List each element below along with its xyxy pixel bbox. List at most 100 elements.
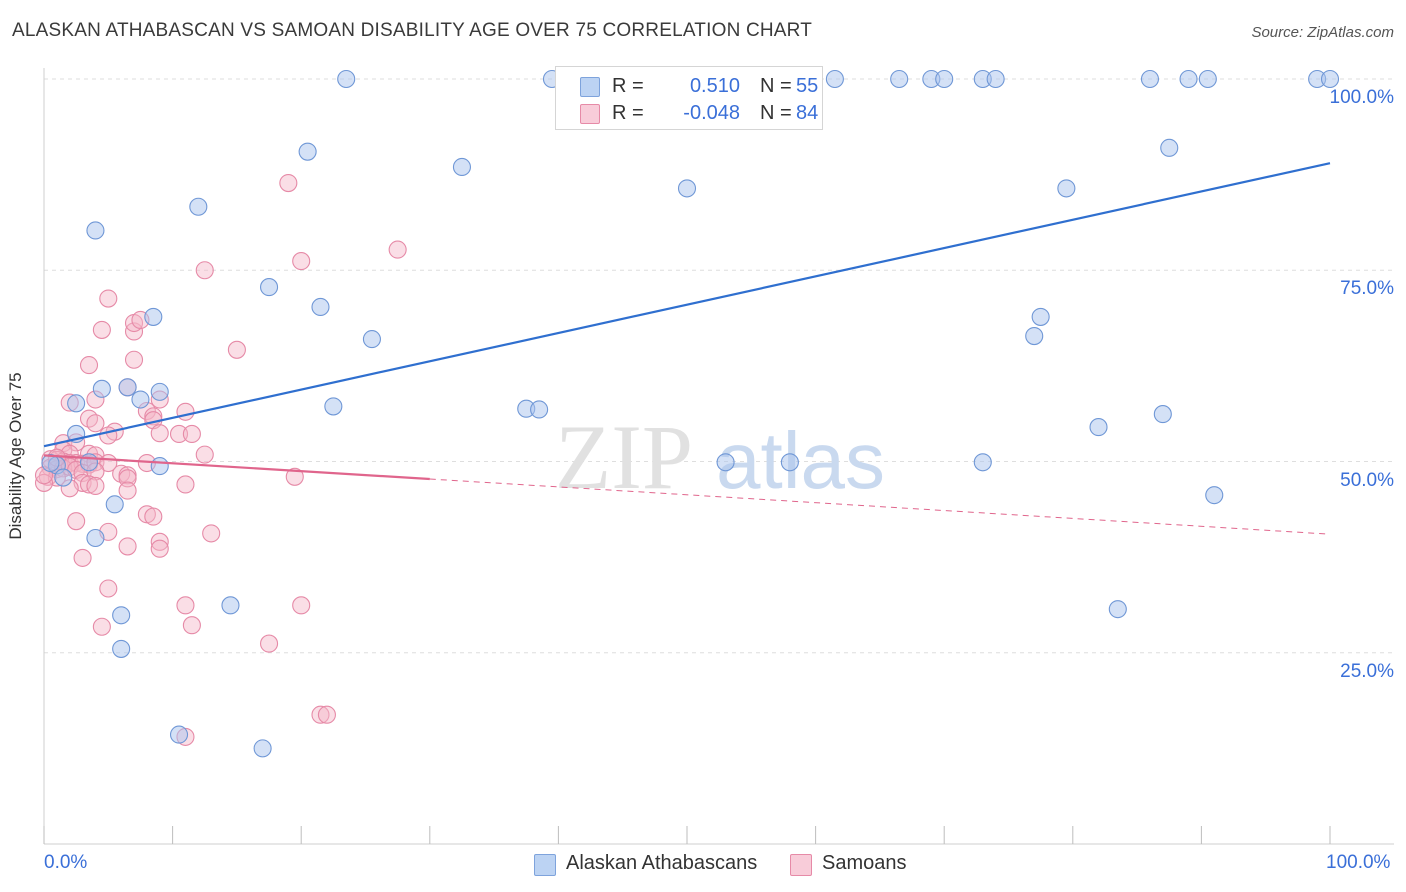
athabascan-point [324, 397, 343, 416]
samoans-point [311, 705, 330, 724]
correlation-legend: R = 0.510 N = 55 R = -0.048 N = 84 [555, 66, 823, 130]
athabascan-point [86, 528, 105, 548]
series-swatch-blue [534, 854, 556, 876]
athabascan-point [1179, 69, 1198, 89]
athabascan-point [112, 639, 131, 658]
athabascan-point [67, 394, 86, 413]
samoans-trend-line [43, 454, 430, 481]
athabascan-point [118, 378, 137, 397]
athabascan-point [1198, 69, 1217, 89]
athabascan-point [452, 157, 472, 177]
y-tick-label: 100.0% [1329, 87, 1394, 108]
legend-n-value: 55 [796, 75, 819, 97]
samoans-point [285, 467, 304, 486]
athabascan-point [311, 297, 330, 317]
athabascan-point [337, 69, 356, 89]
samoans-point [176, 475, 195, 494]
athabascan-point [105, 495, 124, 514]
athabascan-point [780, 453, 799, 472]
x-tick-label-max: 100.0% [1326, 852, 1391, 873]
athabascan-point [150, 382, 169, 401]
samoans-point [99, 426, 118, 445]
samoans-point [118, 469, 137, 488]
athabascan-point [1031, 307, 1050, 326]
legend-r-value: -0.048 [683, 102, 740, 124]
legend-r-label: R = [612, 102, 644, 124]
athabascan-point [92, 379, 111, 398]
samoans-point [124, 350, 144, 369]
legend-r-value: 0.510 [689, 75, 740, 97]
watermark-atlas: atlas [716, 416, 885, 505]
athabascan-point [150, 457, 169, 476]
series-swatch-pink [790, 854, 812, 876]
samoans-trend-line-dashed [429, 478, 1331, 535]
samoans-point [317, 705, 336, 724]
athabascan-point [677, 179, 697, 198]
samoans-point [99, 579, 118, 598]
athabascan-point [530, 400, 549, 419]
samoans-point [176, 596, 195, 615]
x-tick-label-min: 0.0% [44, 852, 88, 873]
samoans-point [182, 616, 201, 635]
samoans-point [118, 481, 137, 500]
athabascan-point [86, 221, 105, 240]
samoans-point [67, 512, 86, 531]
athabascan-point [1205, 486, 1224, 505]
samoans-point [176, 402, 195, 421]
samoans-point [79, 409, 99, 428]
samoans-point [79, 356, 99, 375]
athabascan-point [112, 606, 131, 625]
samoans-point [34, 473, 54, 492]
athabascan-point [1153, 405, 1172, 424]
athabascan-point [1089, 418, 1108, 437]
athabascan-point [221, 596, 240, 615]
y-tick-label: 50.0% [1340, 469, 1394, 491]
athabascan-point [1320, 69, 1340, 89]
samoans-point [150, 532, 169, 551]
samoans-point [292, 596, 311, 615]
samoans-point [79, 475, 99, 494]
watermark-zip: ZIP [555, 406, 693, 508]
athabascan-point [79, 453, 99, 472]
trend-lines [43, 162, 1331, 535]
samoans-point [86, 476, 105, 496]
samoans-point [169, 424, 189, 444]
samoans-point [150, 539, 169, 558]
samoans-point [92, 617, 111, 636]
grid-lines [44, 78, 1394, 654]
y-axis-label: Disability Age Over 75 [6, 372, 25, 540]
legend-n-label: N = [760, 75, 792, 97]
athabascan-point [189, 197, 208, 216]
athabascan-point [54, 468, 73, 487]
legend-r-label: R = [612, 75, 644, 97]
samoans-point [182, 424, 201, 444]
athabascan-point [362, 330, 381, 349]
samoans-point [144, 507, 163, 526]
samoans-point [86, 414, 105, 433]
samoans-point [292, 252, 311, 271]
samoans-point [92, 320, 111, 339]
athabascan-trend-line [43, 162, 1331, 448]
series-legend: Alaskan Athabascans Samoans [0, 852, 1406, 880]
athabascan-point [144, 307, 163, 326]
athabascan-point [1160, 138, 1179, 157]
athabascan-point [986, 69, 1005, 89]
athabascan-point [259, 278, 279, 297]
legend-swatch-pink [580, 104, 600, 124]
samoans-point [73, 548, 92, 567]
athabascan-point [1025, 326, 1044, 346]
samoans-point [118, 537, 137, 556]
samoans-point [99, 289, 118, 308]
samoans-point [279, 173, 298, 193]
y-tick-label: 75.0% [1340, 278, 1394, 300]
samoans-point [202, 524, 221, 543]
samoans-point [195, 445, 214, 464]
athabascan-point [131, 390, 150, 409]
athabascan-point [890, 69, 909, 89]
athabascan-point [935, 69, 954, 89]
athabascan-point [825, 69, 844, 89]
samoans-point [150, 424, 169, 443]
series-legend-label: Samoans [822, 852, 907, 874]
athabascan-point [716, 453, 735, 472]
